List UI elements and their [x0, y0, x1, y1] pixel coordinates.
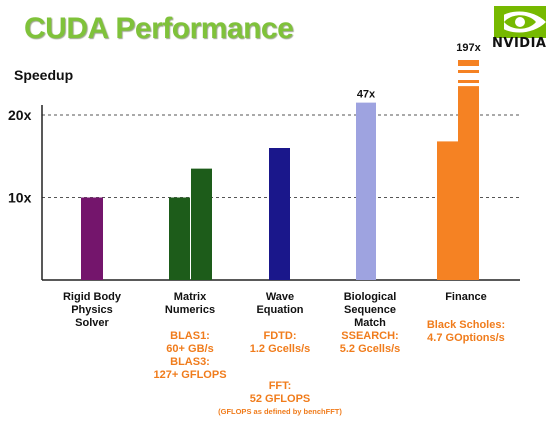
category-label-physics: Rigid Body [62, 291, 122, 303]
slide-title: CUDA Performance [24, 12, 294, 45]
y-axis-label: Speedup [14, 67, 74, 83]
note-line: 127+ GFLOPS [153, 369, 227, 381]
note-line: BLAS1: [170, 330, 210, 342]
note-line: 5.2 Gcells/s [339, 343, 401, 355]
bar-wave-0 [269, 148, 290, 280]
note-footnote: (GFLOPS as defined by benchFFT) [218, 407, 342, 416]
bar-break-segment-top [458, 60, 479, 66]
bar-physics-0 [81, 197, 103, 280]
bar-finance-0 [437, 141, 458, 280]
note-line: 1.2 Gcells/s [249, 343, 311, 355]
note-line: BLAS3: [170, 356, 210, 368]
bar-value-label-bio: 47x [357, 89, 376, 101]
category-label-physics: Physics [71, 304, 113, 316]
bar-value-label-finance: 197x [456, 42, 481, 54]
category-label-bio: Match [354, 317, 386, 329]
bar-matrix-1 [191, 168, 212, 280]
note-line: FFT: [268, 380, 292, 392]
bar-finance-1 [458, 86, 479, 280]
note-line: Black Scholes: [426, 319, 506, 331]
bar-matrix-0 [169, 197, 190, 280]
bar-bio-0 [356, 102, 376, 280]
bar-break-segment-1 [458, 80, 479, 83]
category-label-bio: Sequence [344, 304, 396, 316]
category-label-matrix: Matrix [173, 291, 207, 303]
note-line: 4.7 GOptions/s [427, 332, 505, 344]
note-line: 52 GFLOPS [249, 393, 311, 405]
category-label-physics: Solver [75, 317, 109, 329]
category-label-matrix: Numerics [164, 304, 216, 316]
note-line: SSEARCH: [341, 330, 399, 342]
nvidia-wordmark: NVIDIA [492, 36, 547, 51]
bar-break-segment-0 [458, 70, 479, 73]
category-label-wave: Wave [265, 291, 295, 303]
category-label-finance: Finance [445, 291, 487, 303]
note-line: 60+ GB/s [166, 343, 214, 355]
category-label-wave: Equation [256, 304, 304, 316]
nvidia-eye-logo [494, 6, 546, 38]
category-label-bio: Biological [343, 291, 397, 303]
y-tick-label-10: 10x [8, 190, 32, 206]
y-tick-label-20: 20x [8, 107, 32, 123]
note-line: FDTD: [263, 330, 297, 342]
